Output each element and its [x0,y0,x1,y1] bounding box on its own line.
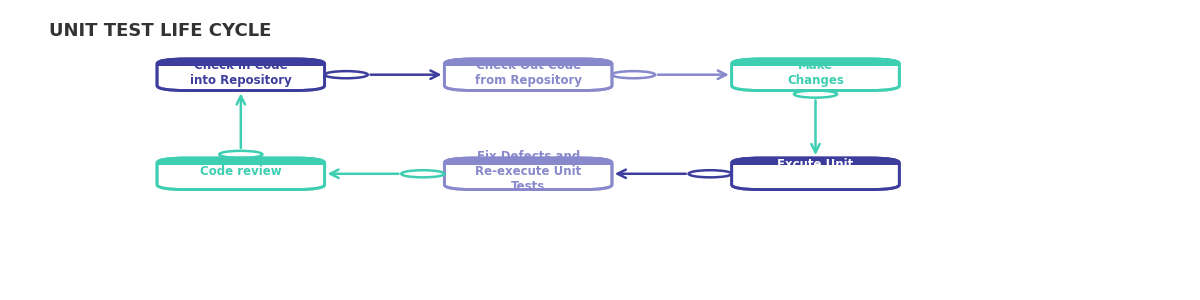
Bar [444,161,612,165]
FancyBboxPatch shape [157,59,325,66]
Bar [444,62,612,66]
FancyBboxPatch shape [444,158,612,190]
Text: Check Out Code
from Repository: Check Out Code from Repository [475,59,582,87]
Bar [157,161,325,165]
FancyBboxPatch shape [444,158,612,165]
Bar [157,62,325,66]
FancyBboxPatch shape [444,59,612,91]
FancyBboxPatch shape [157,59,325,91]
Bar [732,161,899,165]
Text: UNIT TEST LIFE CYCLE: UNIT TEST LIFE CYCLE [49,22,271,40]
Text: Code review: Code review [200,165,282,178]
Text: Check in Code
into Repository: Check in Code into Repository [190,59,292,87]
FancyBboxPatch shape [732,158,899,165]
Text: Make
Changes: Make Changes [787,59,844,87]
FancyBboxPatch shape [732,158,899,190]
FancyBboxPatch shape [157,158,325,190]
FancyBboxPatch shape [444,59,612,66]
Text: Excute Unit
Tests: Excute Unit Tests [778,158,853,186]
Bar [732,62,899,66]
FancyBboxPatch shape [732,59,899,66]
FancyBboxPatch shape [732,59,899,91]
FancyBboxPatch shape [157,158,325,165]
Text: Fix Defects and
Re-execute Unit
Tests: Fix Defects and Re-execute Unit Tests [475,150,581,193]
